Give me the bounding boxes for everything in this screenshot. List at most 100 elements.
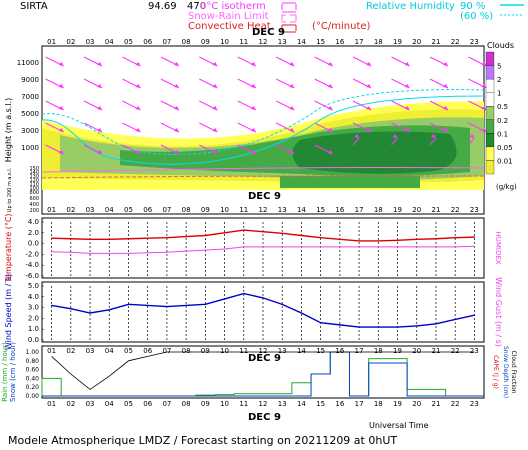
- wind-arrow-56: [352, 137, 360, 146]
- wind-arrow-head-16: [212, 84, 218, 88]
- cloud-x-tick-bottom-12: 12: [259, 206, 268, 214]
- wind-point-0-03: [89, 312, 91, 314]
- wind-point-0-09: [204, 303, 206, 305]
- cloud-x-tick-bottom-14: 14: [297, 206, 306, 214]
- cloud-y-tick-5000: 5000: [21, 110, 39, 118]
- snow-ylabel: Snow (cm / hour): [9, 342, 17, 402]
- cloud-x-tick-bottom-04: 04: [105, 206, 114, 214]
- temp-point-0-15: [320, 237, 322, 239]
- cloud-x-tick-top-03: 03: [86, 38, 95, 46]
- cloud-field-05: [292, 131, 457, 174]
- precip-y-tick-0.60: 0.60: [26, 367, 40, 374]
- cloud-legend-swatch-8: [485, 160, 495, 175]
- wind-point-0-16: [339, 324, 341, 326]
- cloud-legend-title: Clouds: [487, 41, 514, 50]
- temp-point-0-19: [396, 239, 399, 241]
- precip-x-tick-bottom-05: 05: [124, 400, 133, 408]
- cloud-x-tick-top-05: 05: [124, 38, 133, 46]
- cloud-y-tick-110: 110: [29, 182, 39, 188]
- rh-label: Relative Humidity: [366, 1, 455, 12]
- cloud-x-tick-top-14: 14: [297, 38, 306, 46]
- wind-arrow-head-0: [58, 62, 64, 66]
- isotherm-legend-line: [281, 2, 297, 13]
- wind-arrow-head-23: [481, 84, 487, 88]
- wind-arrow-head-26: [135, 106, 141, 110]
- wind-arrow-head-4: [212, 62, 218, 66]
- snow-rain-legend-line: [281, 14, 297, 23]
- precip-x-tick-bottom-04: 04: [105, 400, 114, 408]
- wind-arrow-head-18: [289, 84, 295, 88]
- wind-arrow-head-17: [250, 84, 256, 88]
- temp-point-1-19: [396, 246, 399, 248]
- precip-x-tick-bottom-02: 02: [66, 400, 75, 408]
- wind-arrow-head-41: [250, 128, 256, 132]
- cloud-x-tick-bottom-20: 20: [412, 206, 421, 214]
- cloud-date-label-mid: DEC 9: [248, 191, 281, 202]
- wind-point-0-15: [320, 322, 322, 324]
- wind-arrow-head-42: [289, 128, 295, 132]
- precip-x-tick-bottom-19: 19: [393, 400, 402, 408]
- cloud-y-tick-140: 140: [29, 170, 39, 176]
- cloud-y-tick-3000: 3000: [21, 127, 39, 135]
- temp-point-0-04: [108, 238, 110, 240]
- precip-x-ticks-bottom: 01 02 03 04 05 06 07 08 09 10 11 12 13 14 15 16 17 18 19 20…: [47, 400, 479, 408]
- cloud-y-tick-1000: 1000: [21, 144, 39, 152]
- cloud-x-tick-top-13: 13: [278, 38, 287, 46]
- temp-point-0-23: [473, 236, 475, 238]
- temp-point-1-20: [416, 246, 418, 248]
- cloud-field-low-dense: [280, 176, 420, 188]
- wind-arrow-head-3: [173, 62, 179, 66]
- temp-point-1-14: [300, 246, 303, 248]
- temp-point-1-15: [320, 246, 322, 248]
- wind-point-0-04: [108, 309, 110, 311]
- cloud-y-tick-7000: 7000: [21, 93, 39, 101]
- precip-x-tick-top-19: 19: [393, 347, 402, 355]
- cloud-ylabel-low: Up to 200 m a.s.l.: [7, 167, 13, 212]
- wind-arrow-head-21: [404, 84, 410, 88]
- precip-x-tick-top-04: 04: [105, 347, 114, 355]
- precip-x-tick-bottom-07: 07: [162, 400, 171, 408]
- precip-date-label-bottom: DEC 9: [248, 412, 281, 423]
- temp-point-1-18: [377, 246, 379, 248]
- cloud-x-tick-bottom-07: 07: [162, 206, 171, 214]
- precip-x-tick-top-22: 22: [451, 347, 460, 355]
- wind-arrow-head-6: [289, 62, 295, 66]
- precip-x-tick-bottom-21: 21: [431, 400, 440, 408]
- wind-arrow-head-27: [173, 106, 179, 110]
- precip-x-tick-top-17: 17: [355, 347, 364, 355]
- cloud-x-tick-top-11: 11: [239, 38, 248, 46]
- precip-x-tick-bottom-17: 17: [355, 400, 364, 408]
- rh-60-label: (60 %): [460, 11, 493, 22]
- wind-arrow-head-30: [289, 106, 295, 110]
- precip-x-tick-top-15: 15: [316, 347, 325, 355]
- cloud-y-tick-9000: 9000: [21, 76, 39, 84]
- wind-y-ticks: 5.0 4.0 3.0 2.0 1.0 0.0: [28, 282, 44, 344]
- temp-point-0-02: [70, 238, 72, 240]
- wind-arrow-head-31: [327, 106, 333, 110]
- cloud-y-tick-100: 100: [29, 186, 39, 192]
- precip-x-tick-top-07: 07: [162, 347, 171, 355]
- temp-point-0-03: [89, 238, 91, 240]
- wind-arrow-head-24: [58, 106, 64, 110]
- cloud-legend-swatch-0: [485, 51, 495, 66]
- cloud-x-tick-bottom-09: 09: [201, 206, 210, 214]
- temp-y-tick--6.0: -6.0: [25, 272, 39, 280]
- precip-x-tick-bottom-20: 20: [412, 400, 421, 408]
- wind-arrow-head-58: [430, 134, 436, 138]
- wind-y-tick-3.0: 3.0: [28, 304, 39, 312]
- temp-point-0-12: [262, 231, 264, 233]
- cloud-y-tick-low-800: 800: [29, 190, 39, 196]
- cloud-date-label-top: DEC 9: [252, 27, 285, 38]
- cloud-legend-level-0.05: 0.05: [497, 144, 513, 152]
- wind-arrow-head-56: [354, 134, 360, 138]
- snow-depth-ylabel: Snow Depth (cm): [502, 346, 509, 398]
- precip-x-tick-bottom-11: 11: [239, 400, 248, 408]
- cloud-y-tick-11000: 11000: [17, 59, 39, 67]
- station-code-suffix: 470: [187, 1, 206, 12]
- wind-arrow-head-2: [135, 62, 141, 66]
- precip-x-tick-bottom-06: 06: [143, 400, 152, 408]
- wind-point-0-01: [51, 304, 53, 307]
- precip-y-tick-0.20: 0.20: [26, 384, 40, 391]
- wind-point-0-10: [223, 298, 226, 300]
- cloud-x-tick-top-21: 21: [431, 38, 440, 46]
